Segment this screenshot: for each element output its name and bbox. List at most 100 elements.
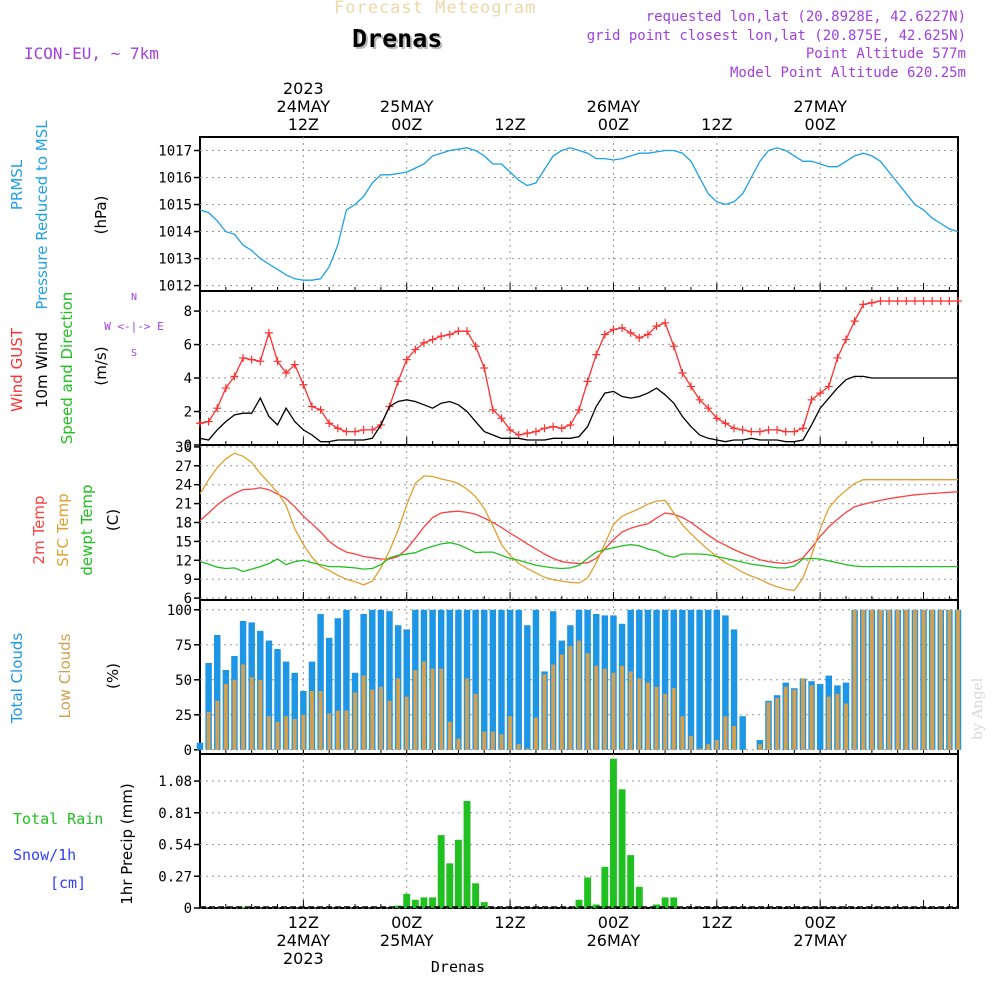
pressure-label-short: PRMSL [8,159,26,210]
total-cloud-bar [481,609,488,750]
gust-marker [575,405,583,414]
y-tick-label: 9 [184,572,192,588]
low-cloud-bar [215,700,220,750]
low-cloud-bar [861,609,866,750]
low-cloud-bar [301,714,306,750]
model-label: ICON-EU, ~ 7km [24,44,159,63]
total-cloud-bar [515,609,522,750]
total-cloud-bar [704,609,712,750]
gust-marker [411,345,420,354]
total-cloud-bar [455,609,462,750]
time-label-bottom: 12Z [494,913,525,932]
rain-bar [618,789,626,908]
gust-marker [428,335,437,344]
gust-marker [273,357,282,366]
time-label-bottom: 00Z [805,913,836,932]
bottom-station-label: Drenas [431,958,485,976]
total-cloud-bar [205,663,212,750]
gust-marker [523,429,532,438]
series-line [199,542,958,573]
low-cloud-bar [783,686,788,750]
gust-marker [893,297,902,306]
low-cloud-bar [620,665,625,750]
total-cloud-bar [653,609,660,750]
time-label-bottom: 00Z [391,913,422,932]
rain-bar [592,904,600,908]
panel-frame [199,290,959,446]
gust-marker [885,297,894,306]
low-cloud-bar [654,686,659,750]
gust-marker [514,430,523,439]
gust-marker [652,322,661,331]
low-cloud-bar [232,679,237,750]
gust-marker [945,297,954,306]
low-cloud-bar [490,731,495,750]
low-cloud-bar [792,689,797,750]
gust-marker [635,333,644,342]
rain-label: Total Rain [13,810,103,828]
gust-label: Wind GUST [8,327,26,412]
low-cloud-bar [723,716,728,750]
total-cloud-bar [739,716,746,750]
total-cloud-bar [679,609,686,750]
panel-frame [199,136,959,292]
low-cloud-bar [585,653,590,750]
rain-bar [429,897,437,908]
gust-marker [816,389,825,398]
y-tick-label: 0 [184,901,192,917]
time-label-top: 26MAY [587,97,641,116]
gust-marker [437,332,446,341]
time-label-top: 12Z [494,115,525,134]
low-cloud-bar [258,679,263,750]
y-tick-label: 1.08 [158,774,192,790]
series-line [199,452,958,592]
gust-marker [842,335,851,344]
y-tick-label: 8 [184,304,192,320]
low-cloud-bar [628,671,633,750]
temp-unit: (C) [104,509,122,531]
low-cloud-bar [706,744,711,750]
low-cloud-bar [801,678,805,750]
snow-label: Snow/1h [13,846,76,864]
rain-bar [601,866,609,908]
y-tick-label: 2 [184,405,192,421]
low-cloud-bar [387,700,392,750]
y-tick-label: 27 [175,459,192,475]
gust-marker [790,427,799,436]
total-cloud-bar [661,609,669,750]
low-cloud-bar [482,731,487,750]
gust-marker [557,424,566,433]
gust-marker [316,405,325,414]
total-cloud-bar [403,629,410,750]
wind-unit: (m/s) [92,346,110,385]
total-cloud-bar [816,684,824,750]
low-cloud-bar [456,738,461,750]
total-cloud-bar [386,611,393,750]
y-tick-label: 50 [175,673,192,689]
time-label-bottom: 12Z [288,913,319,932]
gust-marker [247,355,256,364]
total-cloud-bar [532,609,540,750]
gust-marker [307,402,316,411]
gust-marker [928,297,937,306]
gust-marker [531,427,540,436]
gust-marker [221,384,230,393]
time-label-bottom: 2023 [283,949,324,968]
total-cloud-bar [498,609,505,750]
rain-bar [627,855,635,908]
gust-marker [618,323,627,332]
y-tick-label: 24 [175,478,192,494]
total-cloud-bar [446,609,454,750]
low-cloud-bar [249,677,254,750]
total-cloud-bar [196,742,204,750]
low-cloud-bar [775,698,780,750]
low-cloud-bar [499,734,504,750]
time-label-bottom: 24MAY [277,931,331,950]
compass-north: N [131,292,137,303]
gust-marker [730,424,739,433]
time-label-bottom: 26MAY [587,931,641,950]
gust-marker [704,404,713,413]
gust-marker [721,419,730,428]
low-cloud-bar [447,721,452,750]
